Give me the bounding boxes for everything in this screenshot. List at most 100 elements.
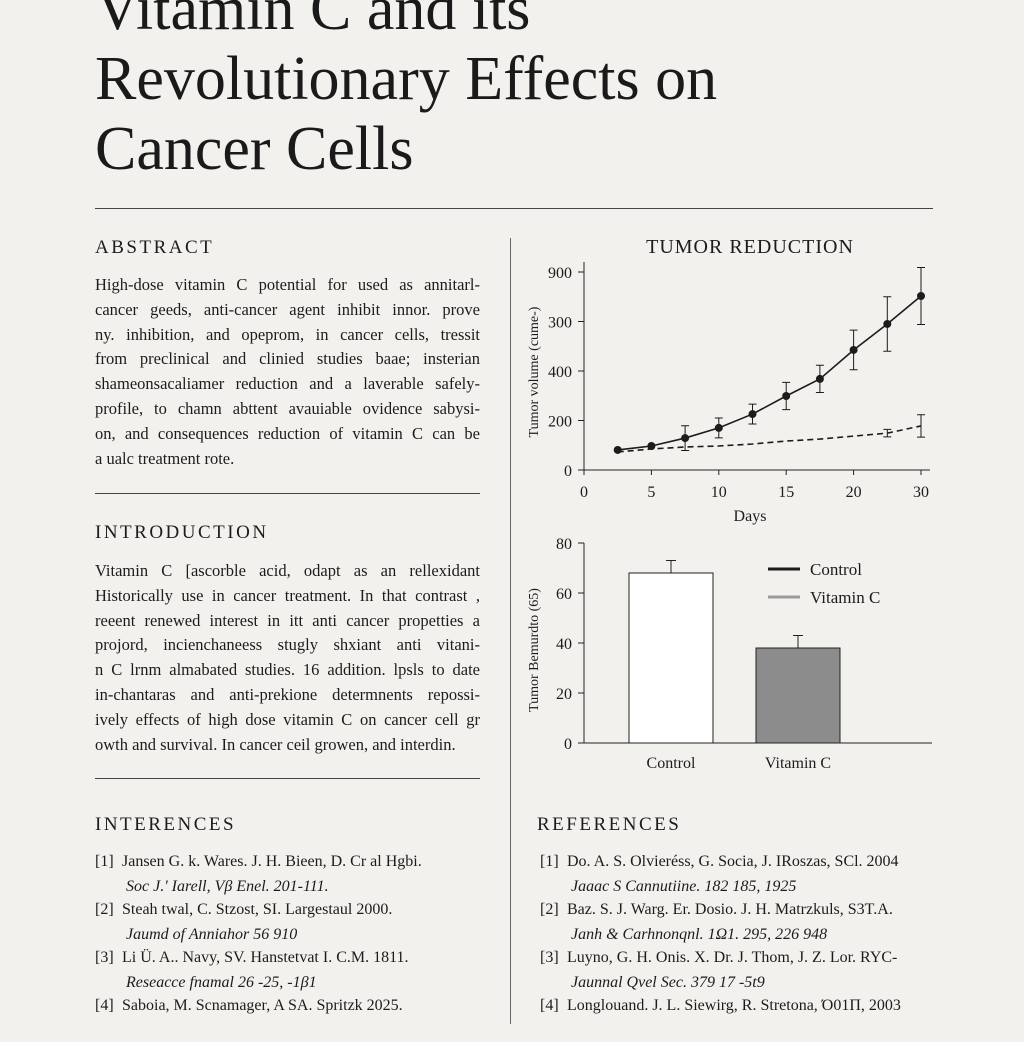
- error-bar: [666, 560, 676, 573]
- x-tick-label: 30: [913, 484, 929, 501]
- x-tick-label: 20: [846, 484, 862, 501]
- reference-line: Luyno, G. H. Onis. X. Dr. J. Thom, J. Z.…: [567, 949, 898, 966]
- text-line: Historically use in cancer treatment. In…: [95, 585, 480, 605]
- reference-number: [4]: [95, 997, 114, 1014]
- y-tick-label: 200: [548, 414, 572, 431]
- text-line: a ualc treatment rote.: [95, 448, 235, 468]
- text-line: projord, incienchaneess stugly shxiant a…: [95, 635, 480, 655]
- reference-number: [1]: [95, 853, 114, 870]
- text-line: High-dose vitamin C potential for used a…: [95, 275, 480, 294]
- y-axis-label: Tumor Bemurdto (65): [527, 588, 542, 712]
- reference: [1] Jansen G. k. Wares. J. H. Bieen, D. C…: [95, 850, 422, 898]
- error-bar: [793, 635, 803, 648]
- data-point: [849, 345, 858, 354]
- section-heading: REFERENCES: [537, 814, 682, 835]
- reference-line: Steah twal, C. Stzost, SI. Largestaul 20…: [122, 901, 393, 918]
- text-line: cancer geeds, anti-cancer agent inhibit …: [95, 299, 480, 319]
- x-axis-label: Days: [734, 508, 767, 525]
- introduction: Vitamin C [ascorble acid, odapt as an re…: [95, 559, 480, 757]
- x-tick-label: Control: [647, 755, 696, 772]
- divider: [95, 778, 480, 779]
- reference-number: [2]: [95, 901, 114, 918]
- reference-number: [3]: [540, 949, 559, 966]
- reference-list: [1] Jansen G. k. Wares. J. H. Bieen, D. C…: [95, 850, 422, 1042]
- reference-number: [1]: [540, 853, 559, 870]
- text-line: ny. inhibition, and opeprom, in cancer c…: [95, 324, 480, 344]
- column-divider: [510, 238, 511, 1024]
- reference-line: Saboia, M. Scnamager, A SA. Spritzk 2025…: [122, 997, 403, 1014]
- y-tick-label: 60: [556, 586, 572, 603]
- text-line: in-chantaras and anti-prekione determnen…: [95, 684, 480, 704]
- reference-number: [2]: [540, 901, 559, 918]
- reference-number: [3]: [95, 949, 114, 966]
- y-tick-label: 0: [564, 736, 572, 753]
- reference-list: [1] Do. A. S. Olvieréss, G. Socia, J. IRo…: [540, 850, 901, 1042]
- reference-line: Jaunnal Qvel Sec. 379 17 -5t9: [571, 973, 765, 991]
- reference: [2] Steah twal, C. Stzost, SI. Largestaul…: [95, 898, 422, 946]
- data-point: [681, 434, 690, 443]
- divider: [95, 493, 480, 494]
- legend-label: Vitamin C: [810, 588, 880, 607]
- x-tick-label: Vitamin C: [765, 755, 831, 772]
- text-line: ively effects of high dose vitamin C on …: [95, 709, 480, 729]
- bar: [628, 572, 714, 744]
- chart-title: TUMOR REDUCTION: [646, 236, 854, 258]
- section-heading: ABSTRACT: [95, 237, 215, 258]
- x-tick-label: 0: [580, 484, 588, 501]
- reference-line: Do. A. S. Olvieréss, G. Socia, J. IRosza…: [567, 853, 899, 870]
- reference-line: Janh & Carhnonqnl. 1Ω1. 295, 226 948: [571, 925, 828, 943]
- reference-line: Jansen G. k. Wares. J. H. Bieen, D. Cr a…: [122, 853, 422, 870]
- title: Vitamin C and its Revolutionary Effects …: [95, 0, 718, 183]
- error-bar: [917, 414, 925, 438]
- reference-number: [4]: [540, 997, 559, 1014]
- section-heading: INTRODUCTION: [95, 522, 269, 543]
- y-tick-label: 80: [556, 536, 572, 553]
- x-tick-label: 10: [711, 484, 727, 501]
- text-line: shameonsacaliamer reduction and a lavera…: [95, 374, 480, 394]
- section-heading: INTERENCES: [95, 814, 237, 835]
- error-bar: [883, 428, 892, 438]
- reference: [3] Luyno, G. H. Onis. X. Dr. J. Thom, J.…: [540, 946, 901, 994]
- text-line: n C lrnm almabated studies. 16 addition.…: [95, 660, 480, 680]
- reference-line: Reseacce fnamal 26 -25, -1β1: [126, 973, 317, 991]
- data-point: [815, 374, 824, 383]
- abstract: High-dose vitamin C potential for used a…: [95, 273, 480, 471]
- reference-line: Li Ü. A.. Navy, SV. Hanstetvat I. C.M. 1…: [122, 949, 409, 966]
- text-line: profile, to chamn abttent avauiable ovid…: [95, 398, 480, 418]
- reference: [3] Li Ü. A.. Navy, SV. Hanstetvat I. C.M…: [95, 946, 422, 994]
- y-axis-label: Tumor volume (cume-): [527, 306, 542, 437]
- reference-line: Jaaac S Cannutiine. 182 185, 1925: [571, 877, 797, 895]
- reference-line: Jaumd of Anniahor 56 910: [126, 925, 298, 943]
- x-tick-label: 5: [647, 484, 655, 501]
- y-tick-label: 0: [564, 463, 572, 480]
- data-point: [782, 391, 791, 400]
- divider: [95, 208, 933, 209]
- y-tick-label: 20: [556, 686, 572, 703]
- text-line: owth and survival. In cancer ceil growen…: [95, 734, 456, 754]
- reference: [4] Saboia, M. Scnamager, A SA. Spritzk 2…: [95, 994, 422, 1042]
- data-point: [748, 410, 757, 419]
- reference: [2] Baz. S. J. Warg. Er. Dosio. J. H. Mat…: [540, 898, 901, 946]
- data-point: [613, 445, 622, 454]
- reference-line: Longlouand. J. L. Siewirg, R. Stretona, …: [567, 997, 901, 1014]
- y-tick-label: 40: [556, 636, 572, 653]
- data-point: [917, 292, 925, 301]
- text-line: from preclinical and clinied studies baa…: [95, 349, 480, 369]
- data-point: [883, 319, 892, 328]
- reference-line: Soc J.' Iarell, Vβ Enel. 201-111.: [126, 877, 329, 895]
- y-tick-label: 900: [548, 265, 572, 282]
- line-series: [617, 295, 922, 451]
- text-line: Vitamin C [ascorble acid, odapt as an re…: [95, 561, 480, 580]
- x-tick-label: 15: [778, 484, 794, 501]
- reference-line: Baz. S. J. Warg. Er. Dosio. J. H. Matrzk…: [567, 901, 893, 918]
- line-series: [617, 425, 922, 453]
- reference: [4] Longlouand. J. L. Siewirg, R. Streton…: [540, 994, 901, 1042]
- text-line: on, and consequences reduction of vitami…: [95, 423, 480, 443]
- bar: [755, 647, 841, 744]
- text-line: reeent renewed interest in itt anti canc…: [95, 610, 480, 630]
- data-point: [714, 423, 723, 432]
- legend-label: Control: [810, 560, 862, 579]
- data-point: [647, 441, 656, 450]
